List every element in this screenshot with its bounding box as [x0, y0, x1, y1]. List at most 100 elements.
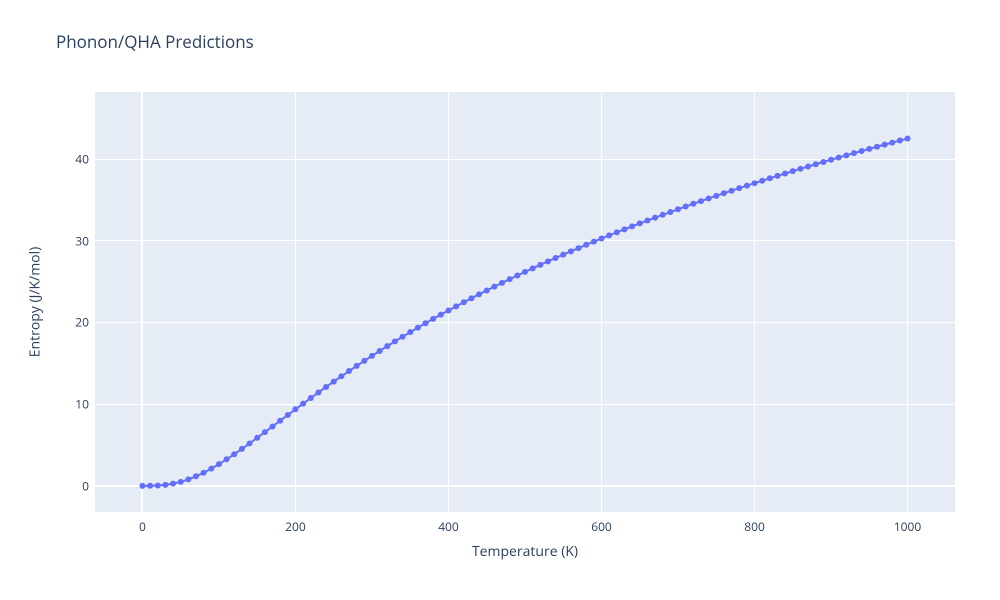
series-marker[interactable]	[468, 295, 474, 301]
series-marker[interactable]	[905, 135, 911, 141]
series-marker[interactable]	[882, 142, 888, 148]
series-marker[interactable]	[713, 193, 719, 199]
series-marker[interactable]	[300, 401, 306, 407]
series-marker[interactable]	[721, 190, 727, 196]
series-marker[interactable]	[185, 476, 191, 482]
series-marker[interactable]	[461, 299, 467, 305]
series-marker[interactable]	[139, 483, 145, 489]
series-marker[interactable]	[606, 232, 612, 238]
series-trace[interactable]	[95, 92, 955, 512]
series-marker[interactable]	[859, 148, 865, 154]
series-marker[interactable]	[285, 412, 291, 418]
series-marker[interactable]	[790, 168, 796, 174]
series-marker[interactable]	[843, 152, 849, 158]
series-marker[interactable]	[315, 389, 321, 395]
series-marker[interactable]	[377, 348, 383, 354]
series-marker[interactable]	[423, 320, 429, 326]
series-marker[interactable]	[537, 262, 543, 268]
series-marker[interactable]	[698, 198, 704, 204]
series-marker[interactable]	[407, 329, 413, 335]
series-marker[interactable]	[637, 220, 643, 226]
series-marker[interactable]	[208, 466, 214, 472]
series-marker[interactable]	[797, 166, 803, 172]
series-marker[interactable]	[560, 252, 566, 258]
series-marker[interactable]	[820, 159, 826, 165]
series-marker[interactable]	[767, 175, 773, 181]
series-marker[interactable]	[247, 440, 253, 446]
series-marker[interactable]	[675, 206, 681, 212]
series-marker[interactable]	[545, 258, 551, 264]
series-marker[interactable]	[270, 423, 276, 429]
series-marker[interactable]	[621, 226, 627, 232]
series-marker[interactable]	[438, 312, 444, 318]
series-marker[interactable]	[170, 481, 176, 487]
series-marker[interactable]	[354, 363, 360, 369]
series-marker[interactable]	[599, 236, 605, 242]
series-marker[interactable]	[361, 358, 367, 364]
series-marker[interactable]	[522, 269, 528, 275]
series-marker[interactable]	[277, 418, 283, 424]
series-marker[interactable]	[889, 140, 895, 146]
series-marker[interactable]	[866, 146, 872, 152]
series-marker[interactable]	[323, 384, 329, 390]
series-marker[interactable]	[514, 273, 520, 279]
series-marker[interactable]	[690, 201, 696, 207]
series-marker[interactable]	[774, 173, 780, 179]
series-marker[interactable]	[683, 203, 689, 209]
series-marker[interactable]	[499, 280, 505, 286]
series-marker[interactable]	[507, 276, 513, 282]
plot-area[interactable]	[95, 92, 955, 512]
series-marker[interactable]	[813, 161, 819, 167]
series-marker[interactable]	[583, 242, 589, 248]
series-marker[interactable]	[392, 338, 398, 344]
series-marker[interactable]	[254, 435, 260, 441]
series-marker[interactable]	[782, 171, 788, 177]
series-marker[interactable]	[384, 343, 390, 349]
series-marker[interactable]	[874, 144, 880, 150]
series-marker[interactable]	[224, 456, 230, 462]
series-marker[interactable]	[162, 482, 168, 488]
series-marker[interactable]	[897, 138, 903, 144]
series-marker[interactable]	[453, 303, 459, 309]
series-marker[interactable]	[369, 353, 375, 359]
series-marker[interactable]	[155, 483, 161, 489]
series-marker[interactable]	[292, 406, 298, 412]
series-marker[interactable]	[491, 284, 497, 290]
series-marker[interactable]	[568, 248, 574, 254]
series-marker[interactable]	[744, 183, 750, 189]
series-marker[interactable]	[216, 461, 222, 467]
series-marker[interactable]	[331, 379, 337, 385]
series-marker[interactable]	[591, 239, 597, 245]
series-marker[interactable]	[147, 483, 153, 489]
series-marker[interactable]	[239, 446, 245, 452]
series-marker[interactable]	[193, 473, 199, 479]
series-marker[interactable]	[729, 188, 735, 194]
series-marker[interactable]	[652, 215, 658, 221]
series-marker[interactable]	[629, 223, 635, 229]
series-marker[interactable]	[530, 265, 536, 271]
series-marker[interactable]	[576, 245, 582, 251]
series-marker[interactable]	[836, 155, 842, 161]
series-marker[interactable]	[706, 195, 712, 201]
series-marker[interactable]	[262, 429, 268, 435]
series-marker[interactable]	[346, 368, 352, 374]
series-marker[interactable]	[484, 287, 490, 293]
series-line[interactable]	[142, 138, 907, 485]
series-marker[interactable]	[614, 229, 620, 235]
series-marker[interactable]	[201, 470, 207, 476]
series-marker[interactable]	[308, 395, 314, 401]
series-marker[interactable]	[553, 255, 559, 261]
series-marker[interactable]	[415, 325, 421, 331]
series-marker[interactable]	[805, 164, 811, 170]
series-marker[interactable]	[736, 185, 742, 191]
series-marker[interactable]	[752, 180, 758, 186]
series-marker[interactable]	[660, 212, 666, 218]
series-marker[interactable]	[476, 291, 482, 297]
series-marker[interactable]	[759, 178, 765, 184]
series-marker[interactable]	[231, 451, 237, 457]
series-marker[interactable]	[178, 479, 184, 485]
series-marker[interactable]	[851, 150, 857, 156]
series-marker[interactable]	[430, 316, 436, 322]
series-marker[interactable]	[445, 308, 451, 314]
series-marker[interactable]	[400, 334, 406, 340]
